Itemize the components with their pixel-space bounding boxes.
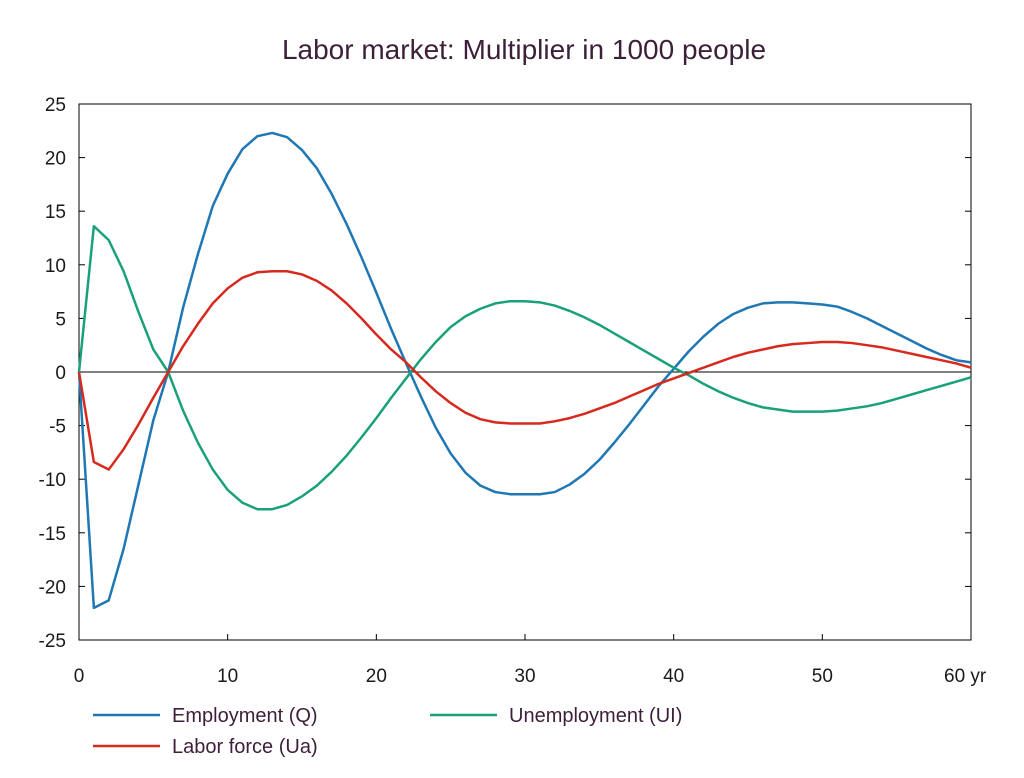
y-tick-label: 0 — [55, 363, 66, 384]
x-tick-label: 10 — [217, 666, 238, 687]
series-lines — [77, 131, 972, 610]
x-tick-label: 20 — [366, 666, 387, 687]
x-tick-label: 30 — [514, 666, 535, 687]
y-tick-label: -15 — [39, 524, 66, 545]
legend-item-labor-force: Labor force (Ua) — [93, 736, 318, 758]
unemployment-line — [77, 224, 972, 511]
x-tick-value: 60 — [944, 666, 965, 687]
legend-label: Unemployment (UI) — [509, 705, 682, 727]
y-tick-label: 15 — [45, 202, 66, 223]
x-axis-ticks: 0 10 20 30 40 50 60 yr — [74, 634, 987, 687]
x-tick-label: 50 — [812, 666, 833, 687]
x-unit-label: yr — [970, 666, 987, 687]
y-tick-label: -20 — [39, 577, 66, 598]
y-axis-ticks: 25 20 15 10 5 0 -5 -10 -15 -20 -25 — [39, 95, 971, 652]
y-tick-label: 5 — [55, 309, 66, 330]
chart-title: Labor market: Multiplier in 1000 people — [282, 34, 766, 65]
x-tick-label: 0 — [74, 666, 85, 687]
legend-item-employment: Employment (Q) — [93, 705, 318, 727]
y-tick-label: -25 — [39, 631, 66, 652]
y-tick-label: 20 — [45, 149, 66, 170]
employment-line — [77, 131, 972, 610]
y-tick-label: 10 — [45, 256, 66, 277]
y-tick-label: -5 — [49, 417, 66, 438]
x-tick-label: 60 yr — [944, 666, 987, 687]
y-tick-label: 25 — [45, 95, 66, 116]
legend-label: Employment (Q) — [172, 705, 318, 727]
legend: Employment (Q) Unemployment (UI) Labor for… — [93, 705, 682, 758]
labor-force-line — [77, 269, 972, 471]
x-tick-label: 40 — [663, 666, 684, 687]
legend-label: Labor force (Ua) — [172, 736, 318, 758]
legend-item-unemployment: Unemployment (UI) — [430, 705, 682, 727]
y-tick-label: -10 — [39, 470, 66, 491]
